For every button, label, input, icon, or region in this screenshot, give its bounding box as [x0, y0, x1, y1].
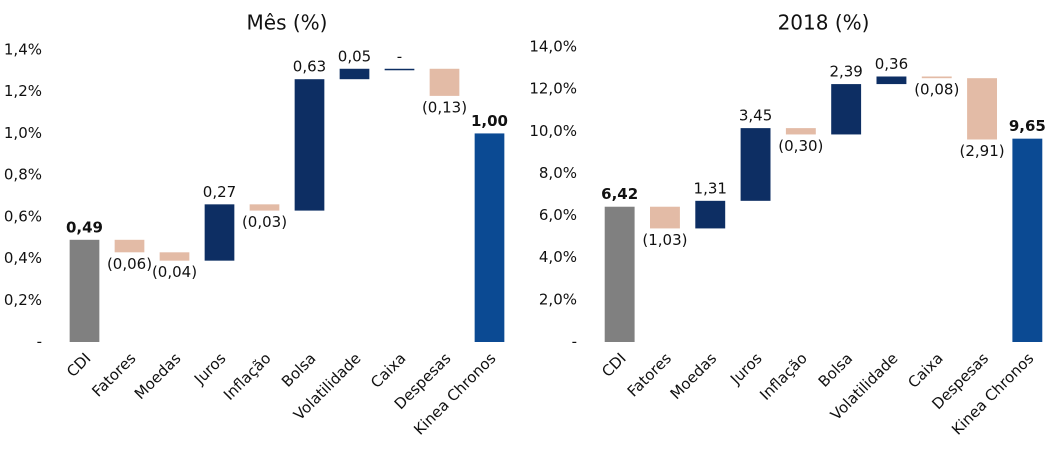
y-tick-label: 8,0%	[539, 164, 577, 182]
x-tick-label: Moedas	[667, 349, 721, 403]
bar	[650, 206, 680, 229]
value-label: (0,13)	[422, 98, 467, 116]
x-tick-label: Juros	[190, 349, 230, 389]
y-tick-label: 1,0%	[4, 124, 42, 142]
x-tick-label: Bolsa	[815, 349, 856, 390]
bar	[474, 133, 505, 342]
chart-title: Mês (%)	[247, 11, 328, 35]
x-tick-label: CDI	[598, 349, 629, 380]
x-tick-label: Fatores	[624, 349, 675, 400]
y-tick-label: 1,2%	[4, 82, 42, 100]
bar	[695, 200, 726, 229]
x-tick-label: Bolsa	[278, 349, 319, 390]
value-label: 0,27	[203, 183, 236, 201]
value-label: (0,30)	[778, 137, 823, 155]
value-label: 6,42	[601, 185, 638, 203]
value-label: 0,49	[66, 218, 103, 236]
bar	[429, 68, 460, 96]
y-tick-label: 4,0%	[539, 248, 577, 266]
bar	[204, 204, 235, 261]
bar	[921, 76, 952, 79]
bar	[785, 128, 816, 135]
value-label: 2,39	[829, 63, 862, 81]
x-tick-label: Inflação	[220, 349, 275, 404]
value-label: (1,03)	[642, 231, 687, 249]
y-tick-label: 1,4%	[4, 41, 42, 59]
bar	[339, 68, 370, 80]
y-tick-label: 0,6%	[4, 207, 42, 225]
bar	[249, 204, 280, 211]
value-label: 1,31	[694, 179, 727, 197]
x-tick-label: Kinea Chronos	[410, 349, 499, 438]
y-tick-label: -	[572, 333, 577, 351]
bar	[831, 84, 862, 135]
bar	[384, 68, 415, 71]
y-tick-label: 2,0%	[539, 290, 577, 308]
value-label: -	[397, 47, 402, 65]
value-label: 1,00	[471, 112, 508, 130]
value-label: 9,65	[1009, 117, 1046, 135]
y-tick-label: 0,2%	[4, 291, 42, 309]
x-tick-label: Caixa	[904, 349, 946, 391]
value-label: 0,36	[875, 55, 908, 73]
value-label: (0,04)	[152, 263, 197, 281]
y-tick-label: -	[37, 333, 42, 351]
value-label: 3,45	[739, 107, 772, 125]
x-tick-label: Juros	[726, 349, 766, 389]
bar	[876, 76, 907, 85]
bar	[294, 79, 325, 211]
bar	[1012, 138, 1043, 342]
value-label: (2,91)	[959, 142, 1004, 160]
y-tick-label: 6,0%	[539, 206, 577, 224]
value-label: 0,05	[338, 47, 371, 65]
x-tick-label: Inflação	[756, 349, 811, 404]
value-label: (0,06)	[107, 255, 152, 273]
x-tick-label: Caixa	[367, 349, 409, 391]
y-tick-label: 12,0%	[529, 80, 577, 98]
value-label: (0,03)	[242, 213, 287, 231]
bar	[114, 239, 145, 253]
x-tick-label: CDI	[63, 349, 94, 380]
y-tick-label: 10,0%	[529, 122, 577, 140]
bar	[740, 128, 771, 201]
bar	[159, 252, 190, 261]
y-tick-label: 14,0%	[529, 38, 577, 56]
bar	[69, 239, 100, 342]
bar	[967, 78, 997, 140]
value-label: 0,63	[293, 58, 326, 76]
x-tick-label: Kinea Chronos	[948, 349, 1037, 438]
value-label: (0,08)	[914, 81, 959, 99]
y-tick-label: 0,4%	[4, 249, 42, 267]
x-tick-label: Fatores	[88, 349, 139, 400]
x-tick-label: Moedas	[131, 349, 185, 403]
bar	[604, 206, 635, 342]
chart-title: 2018 (%)	[778, 11, 870, 35]
y-tick-label: 0,8%	[4, 166, 42, 184]
